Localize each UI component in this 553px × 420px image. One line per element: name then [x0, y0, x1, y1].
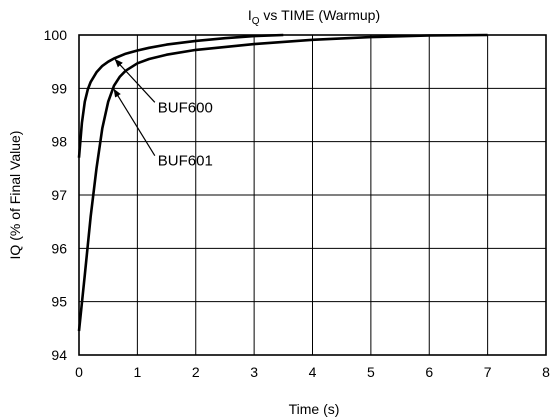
plot-frame	[78, 34, 547, 356]
chart-title-main: I	[248, 7, 252, 23]
y-tick-label: 97	[51, 187, 67, 203]
annotations: BUF600 BUF601	[113, 58, 213, 170]
tick-labels: 0 1 2 3 4 5 6 7 8 94 95 96 97 98 99 100	[44, 27, 550, 380]
x-tick-label: 5	[367, 364, 375, 380]
y-tick-label: 99	[51, 80, 67, 96]
x-tick-label: 1	[133, 364, 141, 380]
y-tick-label: 98	[51, 134, 67, 150]
y-tick-label: 96	[51, 240, 67, 256]
grid	[79, 35, 546, 355]
annotation-arrow	[114, 58, 156, 103]
y-tick-label: 94	[51, 347, 67, 363]
x-tick-label: 7	[484, 364, 492, 380]
x-tick-label: 3	[250, 364, 258, 380]
chart-title-rest: vs TIME (Warmup)	[260, 7, 381, 23]
annotation-arrow	[113, 88, 156, 156]
x-tick-label: 2	[192, 364, 200, 380]
series-line-buf600	[77, 33, 284, 158]
y-tick-label: 95	[51, 294, 67, 310]
x-tick-label: 0	[75, 364, 83, 380]
annotation-label-buf600: BUF600	[158, 99, 213, 116]
chart-title-subscript: Q	[252, 16, 260, 27]
series-lines	[77, 33, 488, 332]
annotation-label-buf601: BUF601	[158, 153, 213, 170]
x-tick-label: 4	[309, 364, 317, 380]
series-line-buf601	[77, 33, 488, 332]
chart-title: IQ vs TIME (Warmup)	[248, 7, 380, 27]
y-axis-label: IQ (% of Final Value)	[7, 131, 23, 260]
y-tick-label: 100	[44, 27, 68, 43]
x-axis-label: Time (s)	[289, 401, 340, 417]
x-tick-label: 6	[425, 364, 433, 380]
x-tick-label: 8	[542, 364, 550, 380]
